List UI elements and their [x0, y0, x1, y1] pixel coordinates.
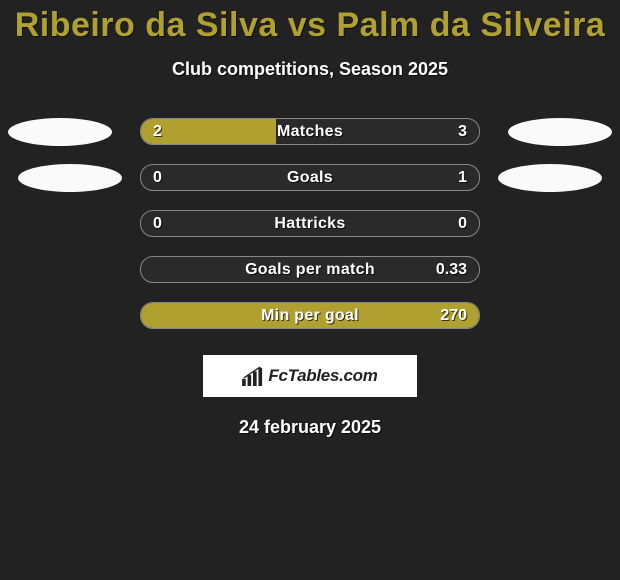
subtitle: Club competitions, Season 2025 — [0, 59, 620, 80]
stat-label: Hattricks — [141, 211, 479, 236]
stat-bar: Goals per match 0.33 — [140, 256, 480, 283]
player-left-chip — [8, 118, 112, 146]
player-right-chip — [508, 118, 612, 146]
brand-box[interactable]: FcTables.com — [203, 355, 417, 397]
stat-row: 0 Hattricks 0 — [0, 210, 620, 237]
stat-bar: 2 Matches 3 — [140, 118, 480, 145]
comparison-rows: 2 Matches 3 0 Goals 1 0 Hattricks 0 — [0, 118, 620, 329]
stat-row: 0 Goals 1 — [0, 164, 620, 191]
stat-bar: 0 Goals 1 — [140, 164, 480, 191]
player-left-chip — [18, 164, 122, 192]
stat-label: Goals per match — [141, 257, 479, 282]
stat-value-right: 1 — [458, 165, 467, 190]
stat-value-right: 3 — [458, 119, 467, 144]
stat-label: Matches — [141, 119, 479, 144]
stat-bar: Min per goal 270 — [140, 302, 480, 329]
stat-value-right: 0 — [458, 211, 467, 236]
stat-label: Goals — [141, 165, 479, 190]
date-text: 24 february 2025 — [0, 417, 620, 438]
stat-value-right: 270 — [440, 303, 467, 328]
player-right-chip — [498, 164, 602, 192]
stat-label: Min per goal — [141, 303, 479, 328]
stat-bar: 0 Hattricks 0 — [140, 210, 480, 237]
page-title: Ribeiro da Silva vs Palm da Silveira — [0, 6, 620, 45]
brand-text: FcTables.com — [268, 366, 377, 386]
stat-row: 2 Matches 3 — [0, 118, 620, 145]
stat-value-right: 0.33 — [436, 257, 467, 282]
comparison-widget: Ribeiro da Silva vs Palm da Silveira Clu… — [0, 0, 620, 438]
bars-icon — [242, 366, 264, 386]
stat-row: Min per goal 270 — [0, 302, 620, 329]
stat-row: Goals per match 0.33 — [0, 256, 620, 283]
